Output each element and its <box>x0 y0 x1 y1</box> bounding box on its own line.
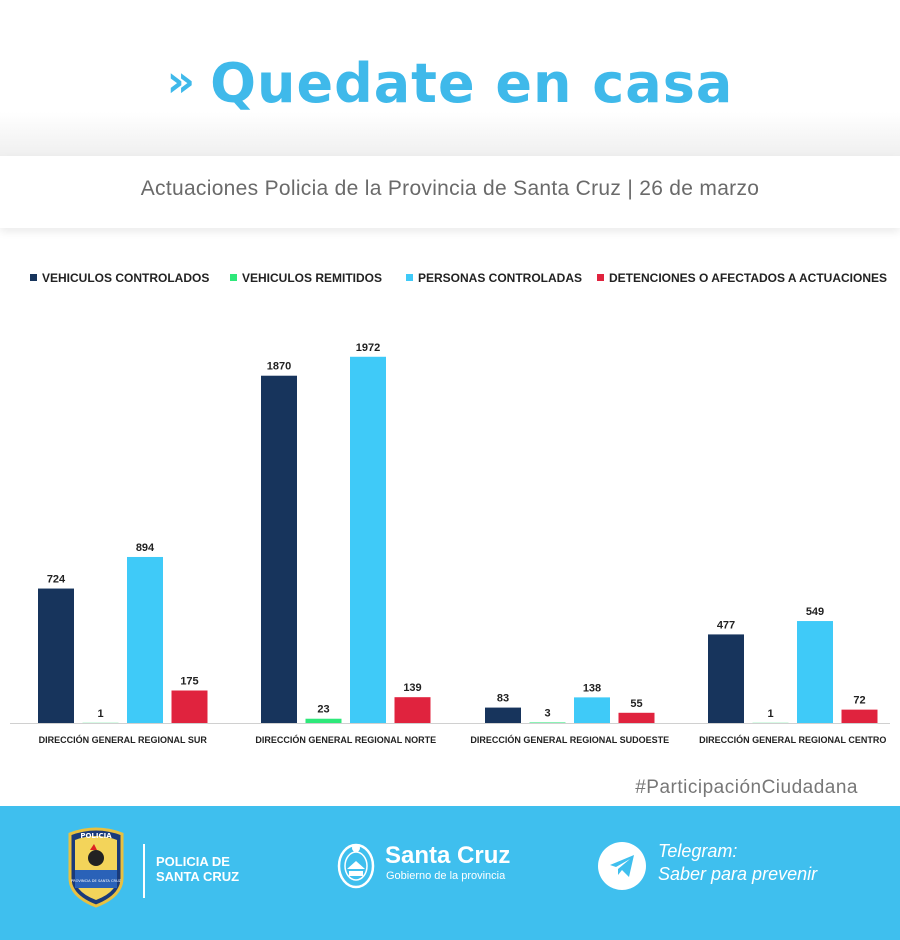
data-label: 83 <box>497 693 509 705</box>
bar <box>485 707 521 723</box>
data-label: 1972 <box>356 342 380 354</box>
data-label: 55 <box>630 698 642 710</box>
page-title-text: Quedate en casa <box>210 52 734 115</box>
government-name: Santa Cruz <box>385 842 511 869</box>
telegram-icon[interactable] <box>598 842 646 890</box>
bar <box>38 588 74 723</box>
data-label: 477 <box>717 619 735 631</box>
provincial-seal-icon <box>337 843 375 889</box>
data-label: 724 <box>47 574 66 586</box>
data-label: 1 <box>97 708 103 720</box>
page-title: » Quedate en casa <box>0 52 900 115</box>
legend-swatch <box>597 274 604 281</box>
legend-swatch <box>30 274 37 281</box>
category-label: DIRECCIÓN GENERAL REGIONAL SUDOESTE <box>470 734 669 745</box>
bar <box>305 718 342 723</box>
police-name-line1: POLICIA DE <box>156 854 230 869</box>
legend-swatch <box>230 274 237 281</box>
police-badge-logo: POLICIA PROVINCIA DE SANTA CRUZ <box>68 827 124 908</box>
data-label: 3 <box>544 707 550 719</box>
telegram-slogan[interactable]: Saber para prevenir <box>658 864 818 884</box>
legend-label: DETENCIONES O AFECTADOS A ACTUACIONES <box>609 271 887 285</box>
telegram-label[interactable]: Telegram: <box>658 841 738 861</box>
subtitle-band <box>0 156 900 228</box>
legend-label: VEHICULOS CONTROLADOS <box>42 271 209 285</box>
hero-banner: » Quedate en casa <box>0 0 900 160</box>
bar <box>708 634 744 723</box>
paper-plane-icon <box>610 855 634 877</box>
footer-divider <box>143 844 145 898</box>
government-subtitle: Gobierno de la provincia <box>386 870 506 882</box>
footer-bar: POLICIA PROVINCIA DE SANTA CRUZ POLICIA … <box>0 806 900 940</box>
bar <box>350 356 386 723</box>
double-chevron-icon: » <box>166 56 197 107</box>
bar <box>394 697 431 723</box>
bar <box>171 690 208 723</box>
data-label: 72 <box>853 695 865 707</box>
bar <box>841 709 878 723</box>
data-label: 1 <box>767 708 773 720</box>
data-label: 139 <box>403 682 421 694</box>
category-label: DIRECCIÓN GENERAL REGIONAL NORTE <box>255 734 436 745</box>
police-name: POLICIA DE SANTA CRUZ <box>156 854 239 884</box>
bar <box>797 621 833 723</box>
category-label: DIRECCIÓN GENERAL REGIONAL SUR <box>39 734 208 745</box>
bar <box>529 722 566 723</box>
badge-text-top: POLICIA <box>80 832 112 840</box>
data-label: 138 <box>583 682 601 694</box>
legend-label: VEHICULOS REMITIDOS <box>242 271 382 285</box>
data-label: 175 <box>180 676 198 688</box>
police-name-line2: SANTA CRUZ <box>156 869 240 884</box>
bar <box>261 375 297 723</box>
data-label: 1870 <box>267 361 291 373</box>
bar-chart: VEHICULOS CONTROLADOS VEHICULOS REMITIDOS… <box>10 271 890 745</box>
legend-label: PERSONAS CONTROLADAS <box>418 271 582 285</box>
bar <box>574 697 610 723</box>
legend-swatch <box>406 274 413 281</box>
hashtag: #ParticipaciónCiudadana <box>635 777 858 798</box>
bar <box>127 556 163 723</box>
data-label: 894 <box>136 542 155 554</box>
category-label: DIRECCIÓN GENERAL REGIONAL CENTRO <box>699 734 886 745</box>
bar <box>618 712 655 723</box>
chart-subtitle: Actuaciones Policia de la Provincia de S… <box>140 177 760 200</box>
badge-text-bottom: PROVINCIA DE SANTA CRUZ <box>71 879 122 883</box>
data-label: 549 <box>806 606 824 618</box>
data-label: 23 <box>317 704 329 716</box>
